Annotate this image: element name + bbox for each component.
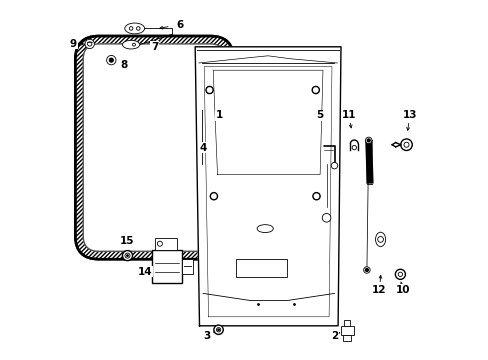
Circle shape [403, 142, 408, 147]
Bar [342, 335, 351, 341]
Circle shape [377, 237, 383, 242]
Text: 10: 10 [395, 285, 409, 295]
Circle shape [351, 145, 356, 150]
Circle shape [126, 255, 128, 256]
FancyBboxPatch shape [75, 36, 233, 259]
Text: 15: 15 [120, 236, 135, 246]
Circle shape [394, 269, 405, 279]
Text: 8: 8 [120, 60, 127, 70]
Circle shape [313, 88, 317, 92]
Circle shape [87, 42, 92, 46]
Bar [151, 250, 182, 283]
Text: 12: 12 [371, 285, 386, 295]
Bar [340, 326, 353, 335]
Circle shape [363, 267, 369, 273]
Circle shape [365, 137, 371, 144]
Ellipse shape [122, 40, 140, 49]
Circle shape [312, 193, 320, 200]
Text: 6: 6 [176, 20, 183, 30]
Circle shape [314, 194, 318, 198]
Ellipse shape [136, 27, 140, 30]
Text: 7: 7 [151, 42, 158, 52]
Text: 1: 1 [215, 110, 223, 120]
Text: 4: 4 [199, 143, 206, 153]
Circle shape [210, 193, 217, 200]
Ellipse shape [129, 27, 133, 30]
Circle shape [213, 325, 223, 334]
Text: 3: 3 [203, 330, 210, 341]
Text: 11: 11 [341, 110, 355, 120]
Bar [182, 259, 193, 274]
Ellipse shape [375, 232, 385, 247]
Circle shape [205, 86, 213, 94]
FancyBboxPatch shape [83, 44, 225, 251]
Circle shape [207, 88, 211, 92]
Text: 9: 9 [70, 39, 77, 49]
Ellipse shape [132, 43, 135, 46]
Circle shape [157, 241, 162, 246]
Circle shape [218, 329, 219, 330]
Circle shape [106, 55, 116, 65]
Circle shape [397, 272, 402, 276]
Circle shape [330, 162, 337, 169]
Circle shape [109, 58, 113, 62]
Circle shape [216, 328, 220, 332]
Circle shape [311, 86, 319, 94]
Bar [236, 259, 286, 277]
Circle shape [322, 213, 330, 222]
Text: 2: 2 [330, 330, 337, 341]
Bar [155, 238, 177, 250]
Text: 14: 14 [138, 267, 152, 277]
Circle shape [365, 269, 367, 271]
Circle shape [125, 253, 130, 258]
Bar [344, 320, 349, 326]
Ellipse shape [257, 225, 273, 233]
Text: 5: 5 [316, 110, 323, 120]
Circle shape [211, 194, 216, 198]
Circle shape [400, 139, 411, 150]
Text: 13: 13 [402, 110, 416, 120]
Circle shape [85, 39, 94, 49]
Ellipse shape [124, 23, 144, 34]
Circle shape [366, 139, 369, 142]
Polygon shape [195, 47, 340, 326]
Circle shape [122, 251, 132, 261]
